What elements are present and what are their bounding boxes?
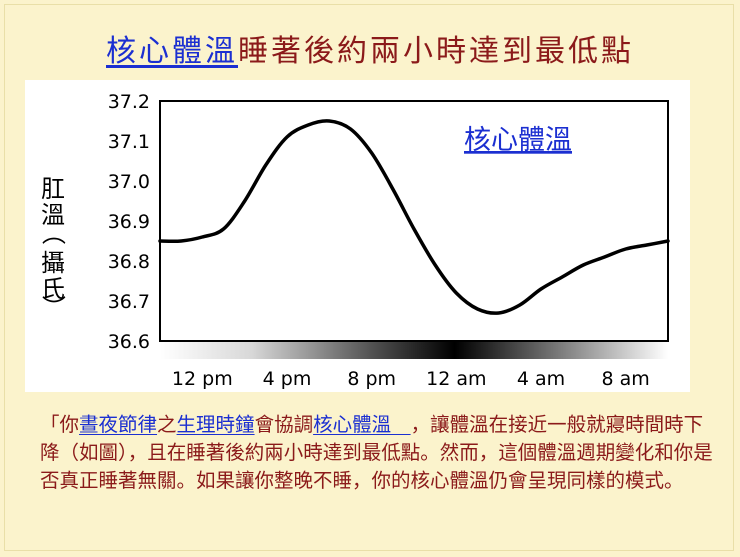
para-text-2: 之	[157, 413, 177, 436]
legend-label: 核心體溫	[464, 125, 572, 156]
temperature-chart: 37.2 37.1 37.0 36.9 36.8 36.7 36.6 12 pm 4 pm 8 …	[39, 91, 670, 390]
y-tick-label: 36.9	[108, 211, 150, 233]
core-temperature-line	[158, 119, 670, 315]
y-tick-label: 36.6	[108, 331, 150, 353]
x-tick-label: 8 am	[602, 368, 650, 390]
slide-frame	[4, 4, 734, 551]
y-tick-label: 37.2	[108, 91, 150, 113]
para-text-3: 會協調	[254, 413, 314, 436]
x-tick-label: 4 am	[517, 368, 565, 390]
y-axis-label-char: （	[39, 221, 67, 245]
y-tick-label: 37.0	[108, 171, 150, 193]
plot-area-frame	[159, 100, 669, 342]
link-biological-clock[interactable]: 生理時鐘	[176, 413, 255, 436]
link-core-body-temperature[interactable]: 核心體溫	[313, 413, 411, 436]
para-text-4: ，讓體溫在接近一般就寢時間時下降（如圖），且在睡著後約兩小時達到最低點。然而，這…	[40, 413, 713, 492]
title-text: 睡著後約兩小時達到最低點	[238, 34, 634, 69]
y-axis-label-char: 溫	[41, 201, 65, 229]
day-night-gradient-bar	[160, 342, 668, 359]
chart-panel: 37.2 37.1 37.0 36.9 36.8 36.7 36.6 12 pm 4 pm 8 …	[25, 80, 690, 392]
y-tick-label: 37.1	[108, 131, 150, 153]
y-axis-label-char: 肛	[41, 175, 65, 203]
slide-title: 核心體溫睡著後約兩小時達到最低點	[0, 26, 740, 70]
x-tick-label: 4 pm	[263, 368, 312, 390]
x-tick-label: 12 pm	[172, 368, 233, 390]
x-tick-label: 8 pm	[347, 368, 396, 390]
y-tick-label: 36.8	[108, 251, 150, 273]
y-axis-label-char: ）	[39, 295, 67, 319]
para-text-1: 「你	[40, 413, 80, 436]
y-tick-label: 36.7	[108, 291, 150, 313]
link-circadian-rhythm[interactable]: 晝夜節律	[79, 413, 158, 436]
description-paragraph: 「你晝夜節律之生理時鐘會協調核心體溫 ，讓體溫在接近一般就寢時間時下降（如圖），…	[40, 411, 720, 495]
y-axis-label-char: 氏	[41, 275, 65, 303]
title-link[interactable]: 核心體溫	[106, 34, 238, 69]
x-tick-label: 12 am	[426, 368, 486, 390]
y-axis-label: 肛溫（ 攝氏）	[39, 175, 67, 319]
y-axis-label-char: 攝	[41, 249, 65, 277]
